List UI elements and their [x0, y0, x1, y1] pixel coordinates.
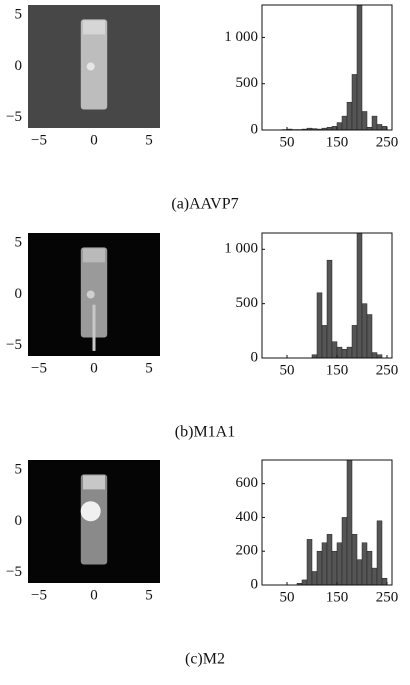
histogram-bar — [351, 74, 358, 131]
y-tick-label: 1 000 — [224, 241, 258, 257]
histogram-bar — [341, 349, 348, 359]
histogram-bar — [361, 303, 368, 359]
histogram-bar — [301, 579, 308, 586]
histogram-bar — [366, 550, 373, 586]
histogram-bar — [351, 325, 358, 359]
image-y-tick-label: 0 — [15, 513, 23, 529]
histogram-bar — [371, 352, 378, 359]
image-y-tick-label: −5 — [6, 337, 22, 353]
target-hotspot — [80, 501, 101, 522]
x-tick-label: 250 — [376, 589, 399, 605]
histogram-bar — [346, 101, 353, 131]
histogram-bar — [316, 292, 323, 359]
histogram-bar — [336, 346, 343, 359]
y-tick-label: 500 — [236, 75, 259, 91]
axes-frame — [261, 459, 393, 586]
target-barrel — [92, 304, 96, 351]
x-tick-label: 50 — [280, 589, 295, 605]
y-tick-label: 400 — [236, 509, 259, 525]
histogram-bar — [381, 126, 388, 131]
image-y-tick-label: 0 — [15, 286, 23, 302]
histogram-bar — [341, 517, 348, 586]
image-x-tick-label: 0 — [90, 587, 98, 603]
image-y-tick-label: −5 — [6, 109, 22, 125]
histogram-bar — [336, 542, 343, 586]
y-tick-label: 200 — [236, 543, 259, 559]
histogram-bar — [341, 115, 348, 131]
histogram-bar — [346, 459, 353, 586]
histogram-bar — [376, 124, 383, 131]
target-top — [83, 20, 105, 35]
image-y-tick-label: 5 — [15, 462, 23, 478]
histogram-bar — [381, 577, 388, 586]
histogram-bar — [331, 126, 338, 131]
histogram-bar — [331, 341, 338, 359]
y-tick-label: 0 — [251, 576, 259, 592]
caption: (b)M1A1 — [175, 424, 235, 441]
image-x-tick-label: −5 — [31, 132, 47, 148]
histogram-bar — [326, 259, 333, 359]
histogram-bar — [356, 232, 363, 359]
image-x-tick-label: 5 — [145, 132, 153, 148]
histogram-bar — [351, 534, 358, 586]
x-tick-label: 150 — [326, 589, 349, 605]
target-hotspot — [86, 290, 95, 299]
histogram-bar — [361, 542, 368, 586]
histogram-bar — [371, 567, 378, 586]
image-x-tick-label: −5 — [31, 360, 47, 376]
target-hotspot — [86, 62, 95, 71]
image-x-tick-label: 0 — [90, 132, 98, 148]
y-tick-label: 600 — [236, 475, 259, 491]
histogram-bar — [316, 550, 323, 586]
x-tick-label: 150 — [326, 134, 349, 150]
histogram-bar — [311, 571, 318, 586]
histogram-bar — [321, 325, 328, 359]
histogram-bar — [321, 542, 328, 586]
y-tick-label: 0 — [251, 121, 259, 137]
histogram-bar — [376, 520, 383, 586]
y-tick-label: 500 — [236, 295, 259, 311]
image-x-tick-label: 5 — [145, 587, 153, 603]
image-y-tick-label: 0 — [15, 58, 23, 74]
caption: (c)M2 — [185, 651, 225, 668]
x-tick-label: 150 — [326, 362, 349, 378]
x-tick-label: 250 — [376, 134, 399, 150]
histogram-bar — [371, 115, 378, 131]
image-x-tick-label: −5 — [31, 587, 47, 603]
histogram-bar — [356, 559, 363, 586]
histogram-bar — [356, 4, 363, 131]
histogram-bar — [331, 550, 338, 586]
image-x-tick-label: 5 — [145, 360, 153, 376]
image-y-tick-label: −5 — [6, 564, 22, 580]
target-top — [83, 475, 105, 490]
histogram-bar — [306, 539, 313, 586]
histogram-bar — [346, 346, 353, 359]
histogram-bar — [366, 314, 373, 359]
x-tick-label: 50 — [280, 134, 295, 150]
image-x-tick-label: 0 — [90, 360, 98, 376]
histogram-bar — [326, 534, 333, 586]
caption: (a)AAVP7 — [171, 196, 238, 213]
image-y-tick-label: 5 — [15, 235, 23, 251]
x-tick-label: 250 — [376, 362, 399, 378]
histogram-bar — [361, 111, 368, 131]
target-top — [83, 248, 105, 263]
y-tick-label: 0 — [251, 349, 259, 365]
axes-frame — [261, 4, 393, 131]
y-tick-label: 1 000 — [224, 29, 258, 45]
histogram-bar — [336, 122, 343, 131]
image-y-tick-label: 5 — [15, 7, 23, 23]
axes-frame — [261, 232, 393, 359]
x-tick-label: 50 — [280, 362, 295, 378]
